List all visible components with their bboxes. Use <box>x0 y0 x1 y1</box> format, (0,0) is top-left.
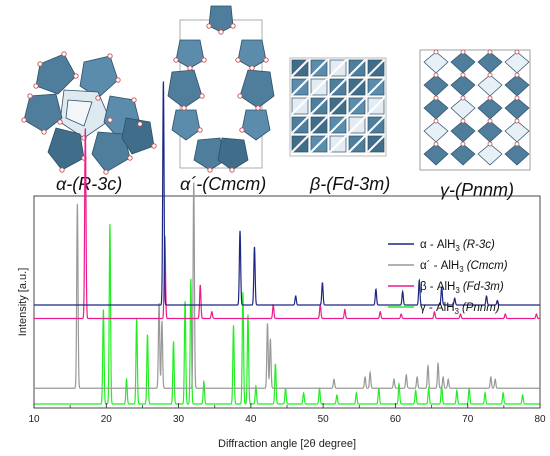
gamma-octahedron <box>504 141 530 166</box>
beta-octahedron <box>310 116 328 134</box>
gamma-octahedron <box>504 118 530 143</box>
beta-octahedron <box>291 59 309 77</box>
legend-label-main: γ - AlH <box>420 302 455 314</box>
legend-label-main: α´ - AlH <box>420 260 459 272</box>
x-tick-label: 10 <box>28 414 40 425</box>
beta-octahedron <box>329 97 347 115</box>
gamma-octahedron <box>504 72 530 97</box>
legend-label-subscript: 3 <box>455 286 460 295</box>
structure-label-alpha: α-(R-3c) <box>56 174 122 194</box>
structure-gamma-illustration <box>419 49 531 171</box>
beta-octahedron <box>367 116 385 134</box>
gamma-octahedron <box>477 72 503 97</box>
x-tick-label: 70 <box>462 414 474 425</box>
legend-label-main: α - AlH <box>420 239 455 251</box>
legend-item: α - AlH3 (R-3c) <box>388 239 495 253</box>
gamma-octahedron <box>423 49 449 74</box>
gamma-octahedron <box>450 95 476 120</box>
beta-octahedron <box>310 59 328 77</box>
legend-label-group: (Cmcm) <box>467 260 508 272</box>
gamma-octahedron <box>477 141 503 166</box>
y-axis-label: Intensity [a.u.] <box>17 268 29 336</box>
x-axis-label: Diffraction angle [2θ degree] <box>218 438 356 450</box>
gamma-octahedron <box>423 141 449 166</box>
gamma-octahedron <box>477 95 503 120</box>
legend-label-main: β - AlH <box>420 281 455 293</box>
gamma-octahedron <box>450 118 476 143</box>
legend-label-group: (R-3c) <box>463 239 495 251</box>
series-line-2 <box>34 128 540 320</box>
x-tick-label: 30 <box>173 414 185 425</box>
gamma-octahedron <box>423 118 449 143</box>
gamma-octahedron <box>423 95 449 120</box>
gamma-octahedron <box>450 141 476 166</box>
beta-octahedron <box>367 59 385 77</box>
legend-label-group: (Fd-3m) <box>463 281 504 293</box>
structure-label-beta: β-(Fd-3m) <box>309 174 390 194</box>
x-tick-label: 50 <box>318 414 330 425</box>
xrd-chart: 10 20 30 40 50 60 70 80 Diffraction angle [2θ d… <box>17 81 546 450</box>
beta-octahedron <box>329 78 347 96</box>
beta-octahedron <box>348 59 366 77</box>
beta-octahedron <box>291 116 309 134</box>
legend-label: β - AlH3 (Fd-3m) <box>420 281 504 295</box>
gamma-octahedron <box>504 49 530 74</box>
x-tick-label: 20 <box>101 414 113 425</box>
beta-octahedron <box>348 135 366 153</box>
x-axis-ticks: 10 20 30 40 50 60 70 80 <box>28 403 546 425</box>
beta-octahedron <box>329 59 347 77</box>
structure-beta-illustration <box>289 57 387 157</box>
legend-label: γ - AlH3 (Pnnm) <box>420 302 500 316</box>
legend-label: α - AlH3 (R-3c) <box>420 239 495 253</box>
series-line-3 <box>34 223 540 405</box>
structure-alpha-illustration <box>21 51 157 175</box>
x-tick-label: 80 <box>534 414 546 425</box>
legend-item: γ - AlH3 (Pnnm) <box>388 302 500 316</box>
beta-octahedron <box>348 78 366 96</box>
beta-octahedron <box>329 135 347 153</box>
beta-octahedron <box>291 97 309 115</box>
legend-label-subscript: 3 <box>455 307 460 316</box>
beta-octahedron <box>329 116 347 134</box>
series-layer <box>34 81 540 405</box>
legend-item: α´ - AlH3 (Cmcm) <box>388 260 508 274</box>
x-tick-label: 40 <box>245 414 257 425</box>
gamma-octahedron <box>504 95 530 120</box>
gamma-octahedron <box>477 118 503 143</box>
legend-label-group: (Pnnm) <box>462 302 500 314</box>
structure-alpha-prime-illustration <box>167 5 275 173</box>
series-line-1 <box>34 182 540 389</box>
series-line-0 <box>34 81 540 306</box>
beta-octahedron <box>348 116 366 134</box>
beta-octahedron <box>310 78 328 96</box>
beta-octahedron <box>291 78 309 96</box>
legend: α - AlH3 (R-3c)α´ - AlH3 (Cmcm)β - AlH3 (Fd… <box>388 239 508 316</box>
gamma-octahedron <box>477 49 503 74</box>
x-tick-label: 60 <box>390 414 402 425</box>
beta-octahedron <box>291 135 309 153</box>
gamma-octahedron <box>450 72 476 97</box>
legend-label-subscript: 3 <box>459 265 464 274</box>
beta-octahedron <box>310 97 328 115</box>
beta-octahedron <box>367 97 385 115</box>
structure-label-gamma: γ-(Pnnm) <box>440 180 514 200</box>
beta-octahedron <box>310 135 328 153</box>
legend-item: β - AlH3 (Fd-3m) <box>388 281 504 295</box>
beta-octahedron <box>367 78 385 96</box>
gamma-octahedron <box>423 72 449 97</box>
gamma-octahedron <box>450 49 476 74</box>
legend-label: α´ - AlH3 (Cmcm) <box>420 260 508 274</box>
beta-octahedron <box>367 135 385 153</box>
legend-label-subscript: 3 <box>455 244 460 253</box>
beta-octahedron <box>348 97 366 115</box>
structure-label-alpha-prime: α´-(Cmcm) <box>180 174 266 194</box>
